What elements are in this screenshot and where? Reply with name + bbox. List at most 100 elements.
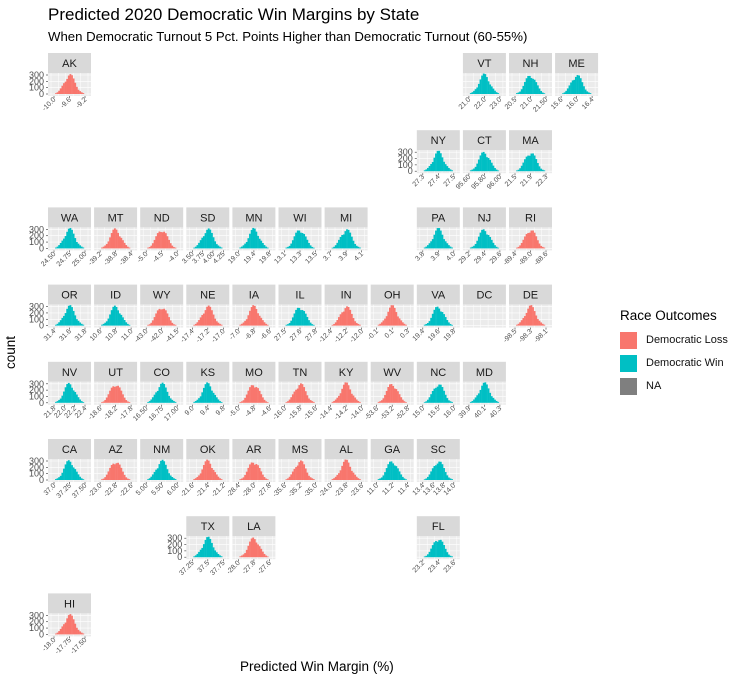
histogram-bar [476, 87, 479, 94]
histogram-bar [148, 247, 151, 249]
histogram-bar [196, 553, 199, 558]
x-tick-label: 23.0 [489, 96, 504, 111]
histogram-bar [244, 320, 247, 326]
x-tick-label: 16.0 [565, 96, 580, 111]
x-tick-label: -88.6 [533, 251, 549, 267]
histogram-bar [217, 554, 220, 558]
facet-strip-label: WY [153, 290, 171, 302]
histogram-bar [428, 321, 431, 326]
histogram-bar [516, 170, 518, 172]
histogram-bar [405, 479, 407, 480]
histogram-bar [469, 170, 472, 172]
histogram-bar [400, 320, 403, 326]
histogram-bar [247, 390, 250, 403]
facet-panel-ri: RI -89.4 -89.0 -88.6 [502, 207, 552, 267]
histogram-bar [541, 246, 544, 249]
histogram-bar [339, 314, 342, 326]
histogram-bar [193, 324, 196, 326]
histogram-bar [77, 474, 80, 480]
histogram-bar [101, 324, 103, 326]
histogram-bar [487, 234, 490, 249]
facet-strip-label: PA [431, 212, 446, 224]
histogram-bar [260, 394, 263, 403]
histogram-bar [77, 320, 80, 326]
histogram-bar [441, 387, 444, 403]
facet-panel-mo: MO-5.0 -4.8 -4.6 [228, 361, 276, 419]
histogram-bar [120, 237, 123, 249]
facet-panel-va: VA 19.4 19.6 19.8 [412, 284, 460, 343]
histogram-bar [59, 628, 62, 635]
histogram-bar [524, 159, 526, 172]
histogram-bar [291, 317, 294, 326]
histogram-bar [586, 91, 589, 94]
histogram-bar [484, 153, 487, 172]
histogram-bar [304, 236, 307, 249]
histogram-bar [204, 539, 207, 558]
histogram-bar [436, 386, 439, 403]
facet-strip-label: KY [339, 367, 354, 379]
histogram-bar [477, 83, 480, 94]
facet-strip-label: SC [431, 444, 446, 456]
x-tick-label: -12.0 [349, 328, 365, 344]
histogram-bar [174, 247, 177, 249]
facet-strip-label: SD [200, 212, 215, 224]
histogram-bar [519, 245, 522, 249]
facet-strip [416, 361, 460, 382]
histogram-bar [112, 386, 115, 403]
histogram-bar [64, 236, 67, 249]
histogram-bar [71, 387, 73, 403]
facet-panel-fl: FL 23.2 23.4 23.6 [412, 516, 460, 574]
x-tick-label: -12.4 [318, 328, 334, 344]
x-tick-label: 16.50 [132, 405, 149, 422]
histogram-bar [113, 305, 116, 326]
histogram-bar [250, 385, 253, 403]
histogram-bar [72, 78, 75, 94]
histogram-bar [56, 401, 59, 403]
histogram-bar [446, 475, 449, 480]
histogram-bar [69, 305, 72, 326]
histogram-bar [303, 233, 306, 249]
histogram-bar [566, 88, 569, 94]
histogram-bar [390, 384, 393, 403]
histogram-bar [447, 400, 450, 403]
x-tick-label: 3.9 [430, 251, 442, 263]
histogram-bar [312, 324, 315, 326]
y-tick-label: 0 [39, 89, 44, 99]
histogram-bar [423, 402, 426, 403]
histogram-bar [482, 151, 485, 172]
histogram-bar [287, 246, 289, 249]
histogram-bar [198, 320, 200, 326]
histogram-bar [520, 320, 523, 326]
histogram-bar [438, 540, 441, 558]
facet-strip [324, 207, 368, 228]
histogram-bar [194, 323, 197, 326]
histogram-bar [239, 401, 242, 403]
y-tick-label: 100 [29, 623, 44, 633]
histogram-bar [194, 401, 197, 403]
histogram-bar [263, 245, 266, 249]
histogram-bar [58, 322, 61, 326]
histogram-bar [214, 394, 217, 403]
histogram-bar [61, 395, 64, 403]
histogram-bar [380, 477, 383, 480]
x-tick-label: 29.6 [489, 251, 504, 266]
histogram-bar [536, 85, 539, 94]
histogram-bar [122, 240, 124, 249]
x-tick-label: 15.0 [412, 405, 427, 420]
histogram-bar [209, 538, 212, 558]
x-tick-label: 15.6 [550, 96, 565, 111]
histogram-bar [497, 170, 500, 172]
histogram-bar [543, 324, 546, 326]
facet-panel-nd: ND -5.0 -4.5 -4.0 [136, 207, 184, 264]
histogram-bar [489, 159, 492, 172]
histogram-bar [214, 472, 217, 480]
histogram-bar [153, 471, 156, 480]
y-tick-label: 100 [167, 546, 182, 556]
histogram-bar [163, 308, 166, 326]
x-tick-label: 16.4 [581, 96, 596, 111]
histogram-bar [433, 465, 436, 480]
histogram-bar [425, 555, 428, 558]
